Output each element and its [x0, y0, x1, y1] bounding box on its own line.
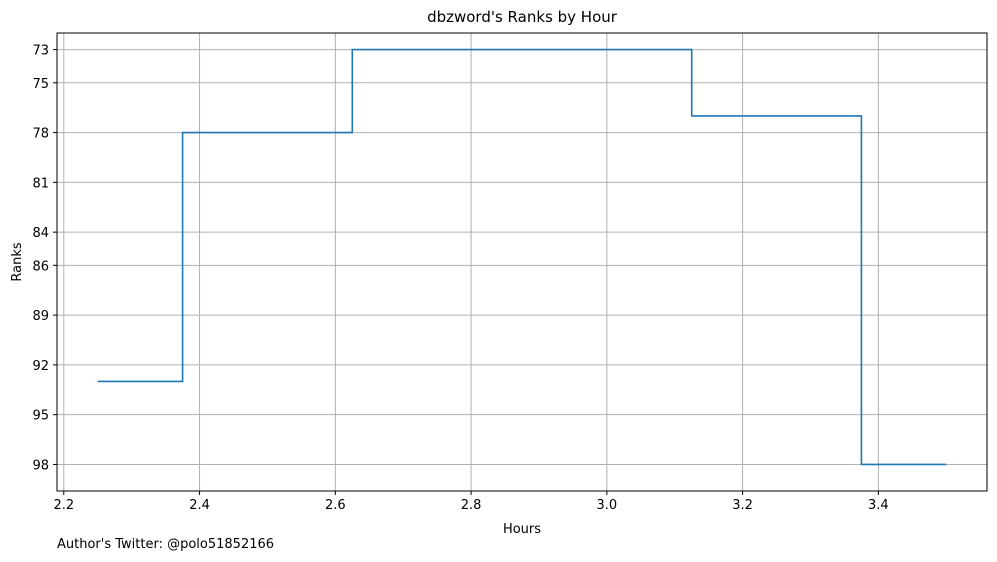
y-tick-label: 86: [32, 259, 49, 274]
series-layer: [97, 48, 947, 466]
x-axis: 2.2 2.4 2.6 2.8 3.0 3.2 3.4: [53, 491, 889, 513]
x-tick-label: 2.6: [325, 498, 346, 513]
y-tick-label: 95: [32, 409, 49, 424]
x-tick-label: 3.2: [732, 498, 753, 513]
x-tick-label: 3.4: [868, 498, 889, 513]
y-tick-label: 98: [32, 458, 49, 473]
grid-layer: [57, 33, 987, 491]
y-tick-label: 92: [32, 359, 49, 374]
x-tick-label: 3.0: [597, 498, 618, 513]
x-tick-label: 2.4: [189, 498, 210, 513]
x-axis-label: Hours: [503, 522, 541, 537]
y-axis-label: Ranks: [10, 242, 25, 281]
y-tick-label: 75: [32, 77, 49, 92]
rank-series-line: [97, 48, 947, 466]
y-tick-label: 81: [32, 176, 49, 191]
x-tick-label: 2.2: [53, 498, 74, 513]
y-tick-label: 73: [32, 44, 49, 59]
y-tick-label: 89: [32, 309, 49, 324]
y-axis: 73 75 78 81 84 86 89 92 95 98: [32, 44, 57, 473]
x-tick-label: 2.8: [461, 498, 482, 513]
y-tick-label: 84: [32, 226, 49, 241]
y-tick-label: 78: [32, 127, 49, 142]
plot-frame: [56, 32, 988, 492]
author-credit: Author's Twitter: @polo51852166: [57, 537, 275, 552]
chart-title: dbzword's Ranks by Hour: [427, 8, 618, 26]
